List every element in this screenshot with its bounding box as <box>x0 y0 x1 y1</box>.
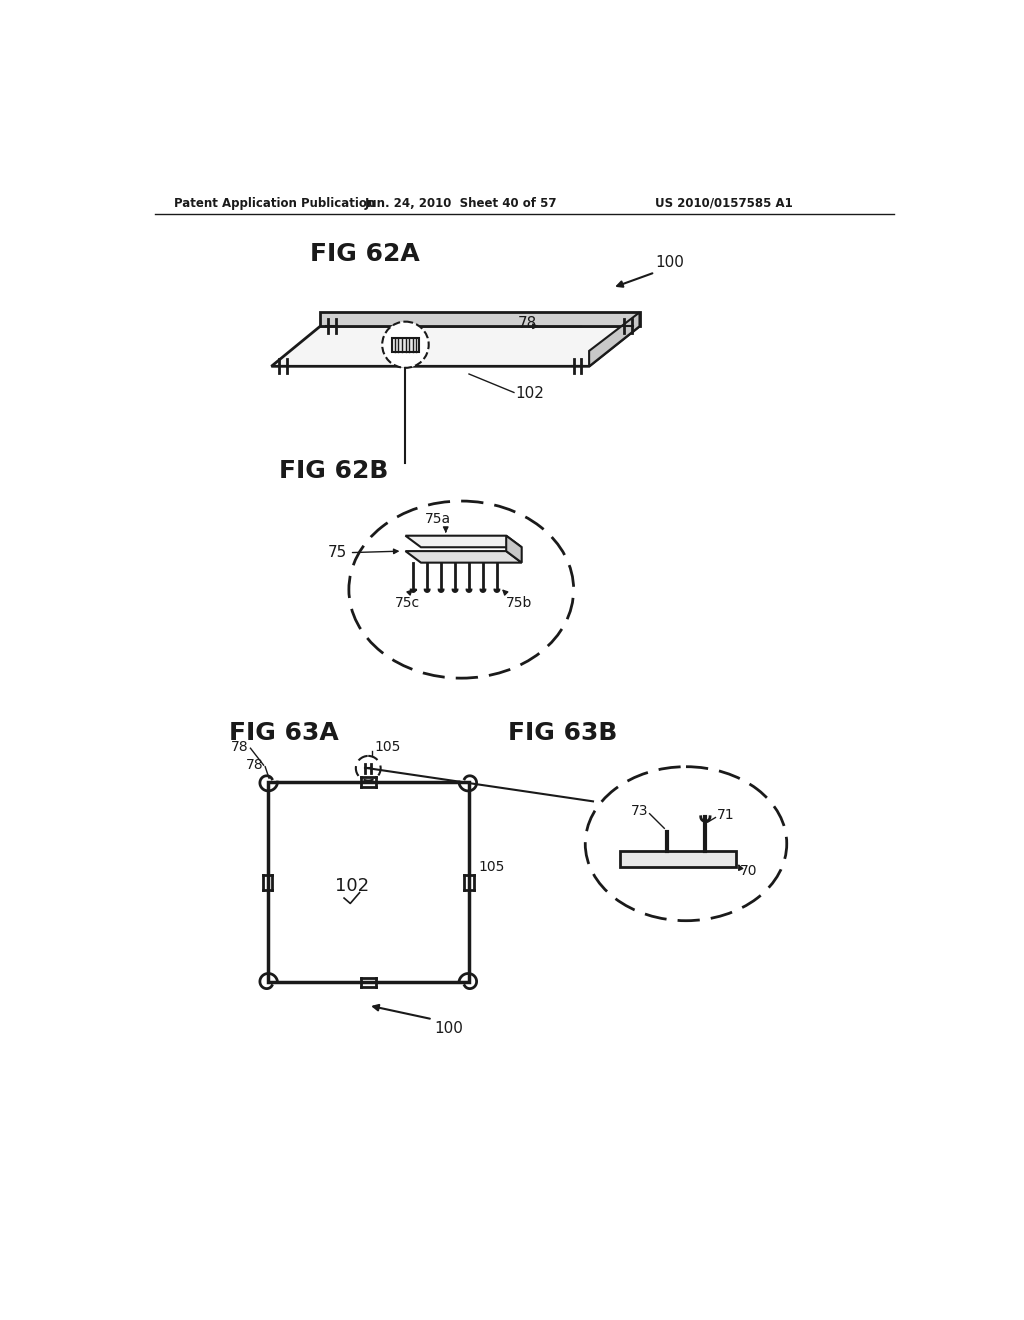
Polygon shape <box>589 313 640 367</box>
Text: FIG 63A: FIG 63A <box>228 721 339 744</box>
Text: 75: 75 <box>328 545 346 560</box>
Polygon shape <box>506 536 521 562</box>
Text: 102: 102 <box>515 385 545 401</box>
Text: 78: 78 <box>246 758 263 772</box>
Text: Patent Application Publication: Patent Application Publication <box>174 197 376 210</box>
Text: 100: 100 <box>655 255 684 269</box>
Text: 100: 100 <box>434 1020 463 1036</box>
Text: 78: 78 <box>518 317 538 331</box>
Text: FIG 62A: FIG 62A <box>310 242 420 265</box>
Polygon shape <box>406 536 521 548</box>
Text: 71: 71 <box>717 808 734 822</box>
Text: 102: 102 <box>335 878 370 895</box>
Text: 75c: 75c <box>395 595 421 610</box>
Circle shape <box>356 756 381 780</box>
Polygon shape <box>321 313 640 326</box>
Bar <box>267 781 469 982</box>
Circle shape <box>382 322 429 368</box>
Text: US 2010/0157585 A1: US 2010/0157585 A1 <box>655 197 793 210</box>
Text: 75b: 75b <box>506 595 532 610</box>
Text: 78: 78 <box>230 741 248 755</box>
Text: 105: 105 <box>375 741 400 755</box>
Text: 73: 73 <box>632 804 649 818</box>
Bar <box>391 338 420 351</box>
Text: Jun. 24, 2010  Sheet 40 of 57: Jun. 24, 2010 Sheet 40 of 57 <box>365 197 557 210</box>
Bar <box>621 851 736 867</box>
Text: 75a: 75a <box>425 512 451 527</box>
Text: FIG 63B: FIG 63B <box>508 721 617 744</box>
Polygon shape <box>271 326 640 367</box>
Polygon shape <box>406 552 521 562</box>
Text: FIG 62B: FIG 62B <box>280 459 388 483</box>
Text: 70: 70 <box>740 863 758 878</box>
Text: 105: 105 <box>478 859 505 874</box>
